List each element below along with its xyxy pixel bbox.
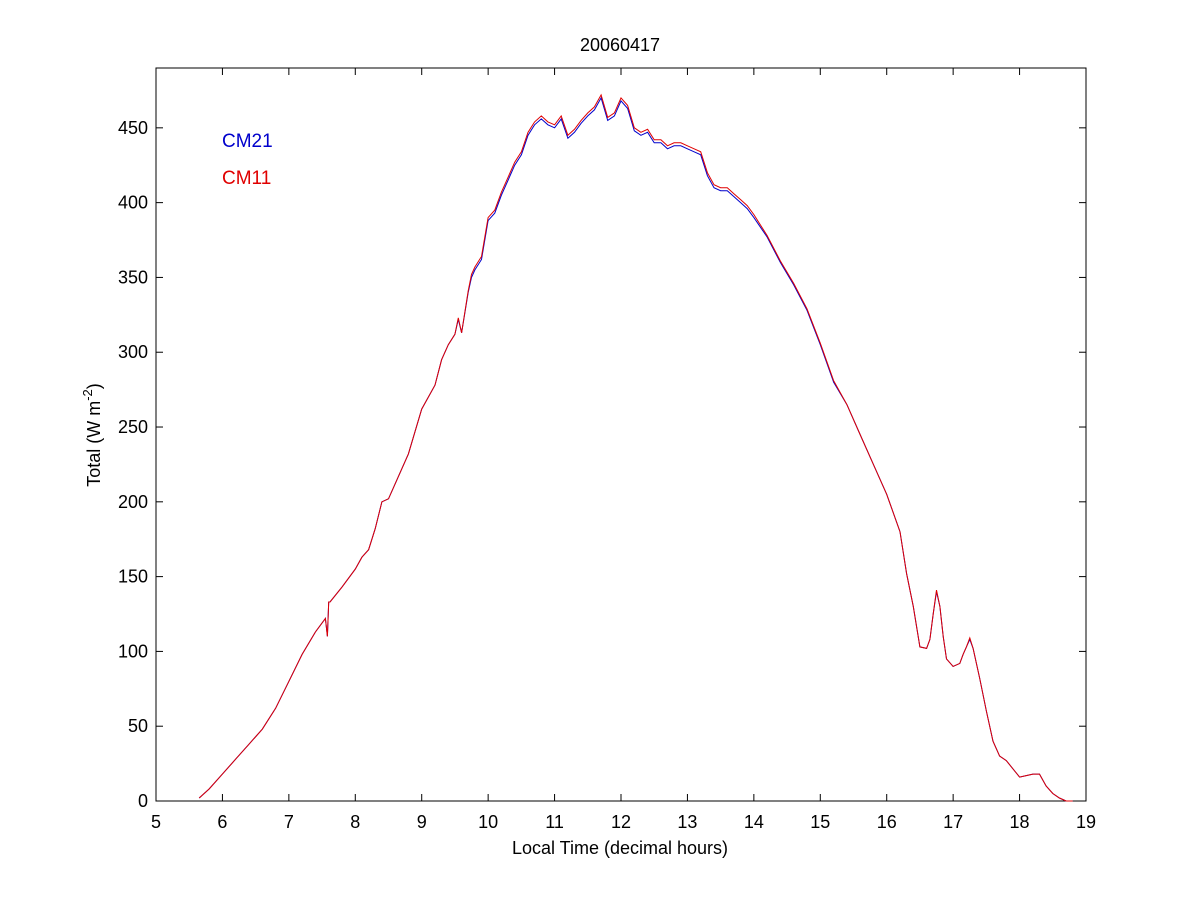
- x-tick-label: 10: [478, 812, 498, 832]
- x-tick-label: 7: [284, 812, 294, 832]
- y-axis-label-main: Total (W m: [84, 401, 104, 487]
- x-tick-label: 12: [611, 812, 631, 832]
- x-tick-label: 8: [350, 812, 360, 832]
- chart-title: 20060417: [580, 35, 660, 55]
- x-tick-label: 11: [545, 812, 564, 832]
- y-tick-label: 250: [118, 417, 148, 437]
- x-tick-label: 16: [877, 812, 897, 832]
- x-axis: 5 6 7 8 9 10 11 12 13 14 15 16 17 18 19: [151, 68, 1096, 832]
- y-tick-label: 0: [138, 791, 148, 811]
- plot-area: [155, 67, 1087, 802]
- x-tick-label: 14: [744, 812, 764, 832]
- y-tick-label: 450: [118, 118, 148, 138]
- x-axis-label: Local Time (decimal hours): [512, 838, 728, 858]
- y-axis-label: Total (W m-2): [80, 383, 104, 487]
- x-tick-label: 19: [1076, 812, 1096, 832]
- series-line-cm11: [198, 93, 1073, 802]
- y-axis-label-sup: -2: [80, 389, 95, 401]
- y-tick-label: 200: [118, 492, 148, 512]
- y-axis-label-end: ): [84, 383, 104, 389]
- legend-entry-cm21: CM21: [222, 131, 273, 152]
- x-tick-label: 15: [810, 812, 830, 832]
- x-tick-label: 5: [151, 812, 161, 832]
- y-axis: 0 50 100 150 200 250 300 350 400 450: [118, 118, 1086, 811]
- x-tick-label: 17: [943, 812, 963, 832]
- y-tick-label: 400: [118, 193, 148, 213]
- y-tick-label: 100: [118, 641, 148, 661]
- x-tick-label: 13: [677, 812, 697, 832]
- series-group: [198, 93, 1073, 802]
- x-tick-label: 9: [417, 812, 427, 832]
- legend-entry-cm11: CM11: [222, 168, 271, 189]
- x-tick-label: 18: [1010, 812, 1030, 832]
- y-tick-label: 50: [128, 716, 148, 736]
- y-tick-label: 350: [118, 267, 148, 287]
- y-tick-label: 300: [118, 342, 148, 362]
- x-tick-label: 6: [217, 812, 227, 832]
- legend: CM21 CM11: [222, 131, 273, 189]
- y-tick-label: 150: [118, 567, 148, 587]
